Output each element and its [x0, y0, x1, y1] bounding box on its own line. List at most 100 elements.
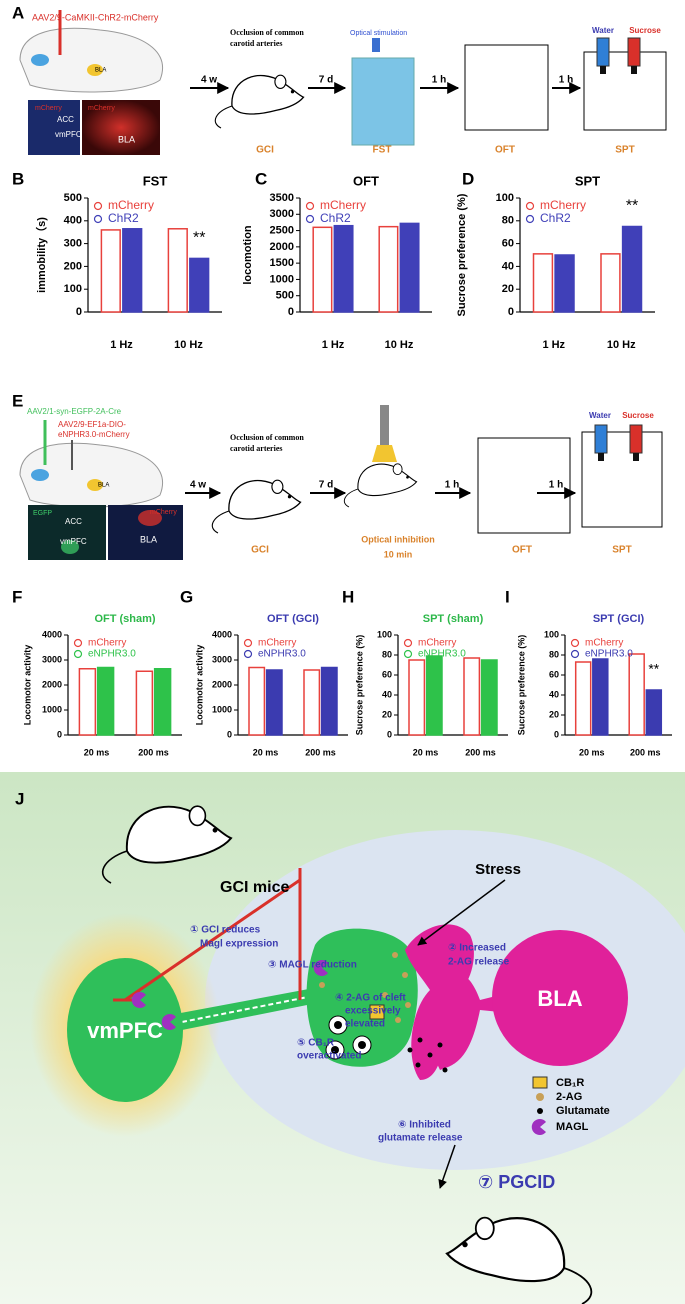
label: Occlusion of common [230, 28, 304, 37]
bar [265, 669, 283, 736]
bar [333, 224, 354, 313]
bar [554, 254, 575, 313]
y-tick-label: 80 [502, 215, 514, 227]
label: glutamate release [378, 1133, 463, 1144]
y-tick-label: 20 [549, 709, 559, 719]
mouse-tail [563, 1267, 593, 1304]
mouse-illustration [445, 1216, 593, 1304]
bar [320, 666, 338, 736]
mouse-eye [290, 90, 295, 94]
outcome-arrow [438, 1144, 456, 1189]
y-tick-label: 2000 [212, 679, 232, 689]
bar [96, 666, 115, 736]
panel-letter: A [12, 3, 24, 22]
label: SPT [615, 145, 634, 156]
y-tick-label: 60 [382, 669, 392, 679]
mouse-illustration [214, 74, 305, 129]
mouse-body [228, 479, 302, 520]
legend-glutamate [537, 1108, 543, 1114]
label: SPT [612, 545, 631, 556]
legend-label: ChR2 [540, 211, 571, 225]
y-tick-label: 0 [227, 729, 232, 739]
y-tick-label: 40 [382, 689, 392, 699]
bar [378, 225, 399, 313]
bar [248, 666, 266, 736]
y-tick-label: 0 [57, 729, 62, 739]
y-tick-label: 300 [64, 238, 82, 250]
y-tick-label: 500 [64, 192, 82, 204]
panel-letter: B [12, 169, 24, 188]
laser-fiber [380, 405, 389, 445]
chart-title: SPT [575, 173, 600, 188]
y-tick-label: 2000 [42, 679, 62, 689]
cb1r-icon [369, 1004, 385, 1020]
label: CB₁R [556, 1077, 584, 1089]
glutamate [417, 1037, 423, 1043]
label: 7 d [319, 75, 333, 86]
label: Glutamate [556, 1105, 610, 1117]
label: BLA [118, 134, 135, 144]
bla-region [492, 930, 628, 1066]
legend-label: mCherry [258, 638, 296, 649]
axon [170, 985, 332, 1032]
legend-2ag [536, 1093, 544, 1101]
y-tick-label: 100 [64, 283, 82, 295]
label: Water [589, 411, 611, 420]
y-tick-label: 100 [544, 629, 559, 639]
legend-marker [525, 214, 535, 224]
vmpfc-neuron [67, 958, 183, 1102]
legend-label: ChR2 [108, 211, 139, 225]
label: ⑤ CB₁R [297, 1038, 335, 1049]
legend-label: eNPHR3.0 [418, 649, 466, 660]
fluorescence [138, 510, 162, 526]
y-tick-label: 500 [276, 290, 294, 302]
label: ① GCI reduces [190, 925, 261, 936]
mouse-ear [274, 74, 287, 89]
bar [532, 253, 554, 313]
mouse-eye [462, 1241, 468, 1248]
vmpfc-spot [31, 54, 49, 66]
bar [303, 669, 321, 736]
legend-marker [570, 638, 580, 648]
water-tank [351, 57, 415, 146]
bar [167, 228, 188, 313]
legend-label: mCherry [418, 638, 456, 649]
panel-letter: E [12, 391, 23, 410]
label: Sucrose [622, 411, 654, 420]
bottle [627, 37, 641, 67]
y-tick-label: 80 [382, 649, 392, 659]
label: carotid arteries [230, 444, 283, 453]
y-tick-label: 0 [554, 729, 559, 739]
bottle-cap [633, 453, 639, 461]
x-tick-label: 1 Hz [542, 339, 565, 351]
mouse-tail [101, 850, 128, 884]
bar [592, 658, 609, 736]
label: 1 h [549, 480, 563, 491]
inhibition-path [124, 868, 302, 1002]
legend-marker [525, 201, 535, 211]
label: ② Increased [448, 943, 506, 954]
chart-title: SPT (GCI) [593, 613, 645, 625]
panel-letter: F [12, 587, 22, 606]
x-tick-label: 200 ms [138, 747, 169, 757]
bottle-cap [631, 66, 637, 74]
vesicle-core [358, 1041, 366, 1049]
y-tick-label: 3000 [270, 208, 294, 220]
label: mCherry [150, 509, 177, 516]
significance-label: ** [193, 230, 205, 247]
label: vmPFC [60, 537, 87, 546]
label: 2-AG [556, 1091, 582, 1103]
y-tick-label: 3500 [270, 192, 294, 204]
ag2-particle [405, 1002, 411, 1008]
mouse-eye [212, 827, 218, 833]
panel-letter: I [505, 587, 510, 606]
label: 1 h [559, 75, 573, 86]
x-tick-label: 10 Hz [385, 339, 414, 351]
stress-arrow [417, 879, 506, 946]
axon-arrow [181, 991, 319, 1023]
y-tick-label: 2000 [270, 241, 294, 253]
ag2-particle [402, 972, 408, 978]
legend-label: eNPHR3.0 [258, 649, 306, 660]
